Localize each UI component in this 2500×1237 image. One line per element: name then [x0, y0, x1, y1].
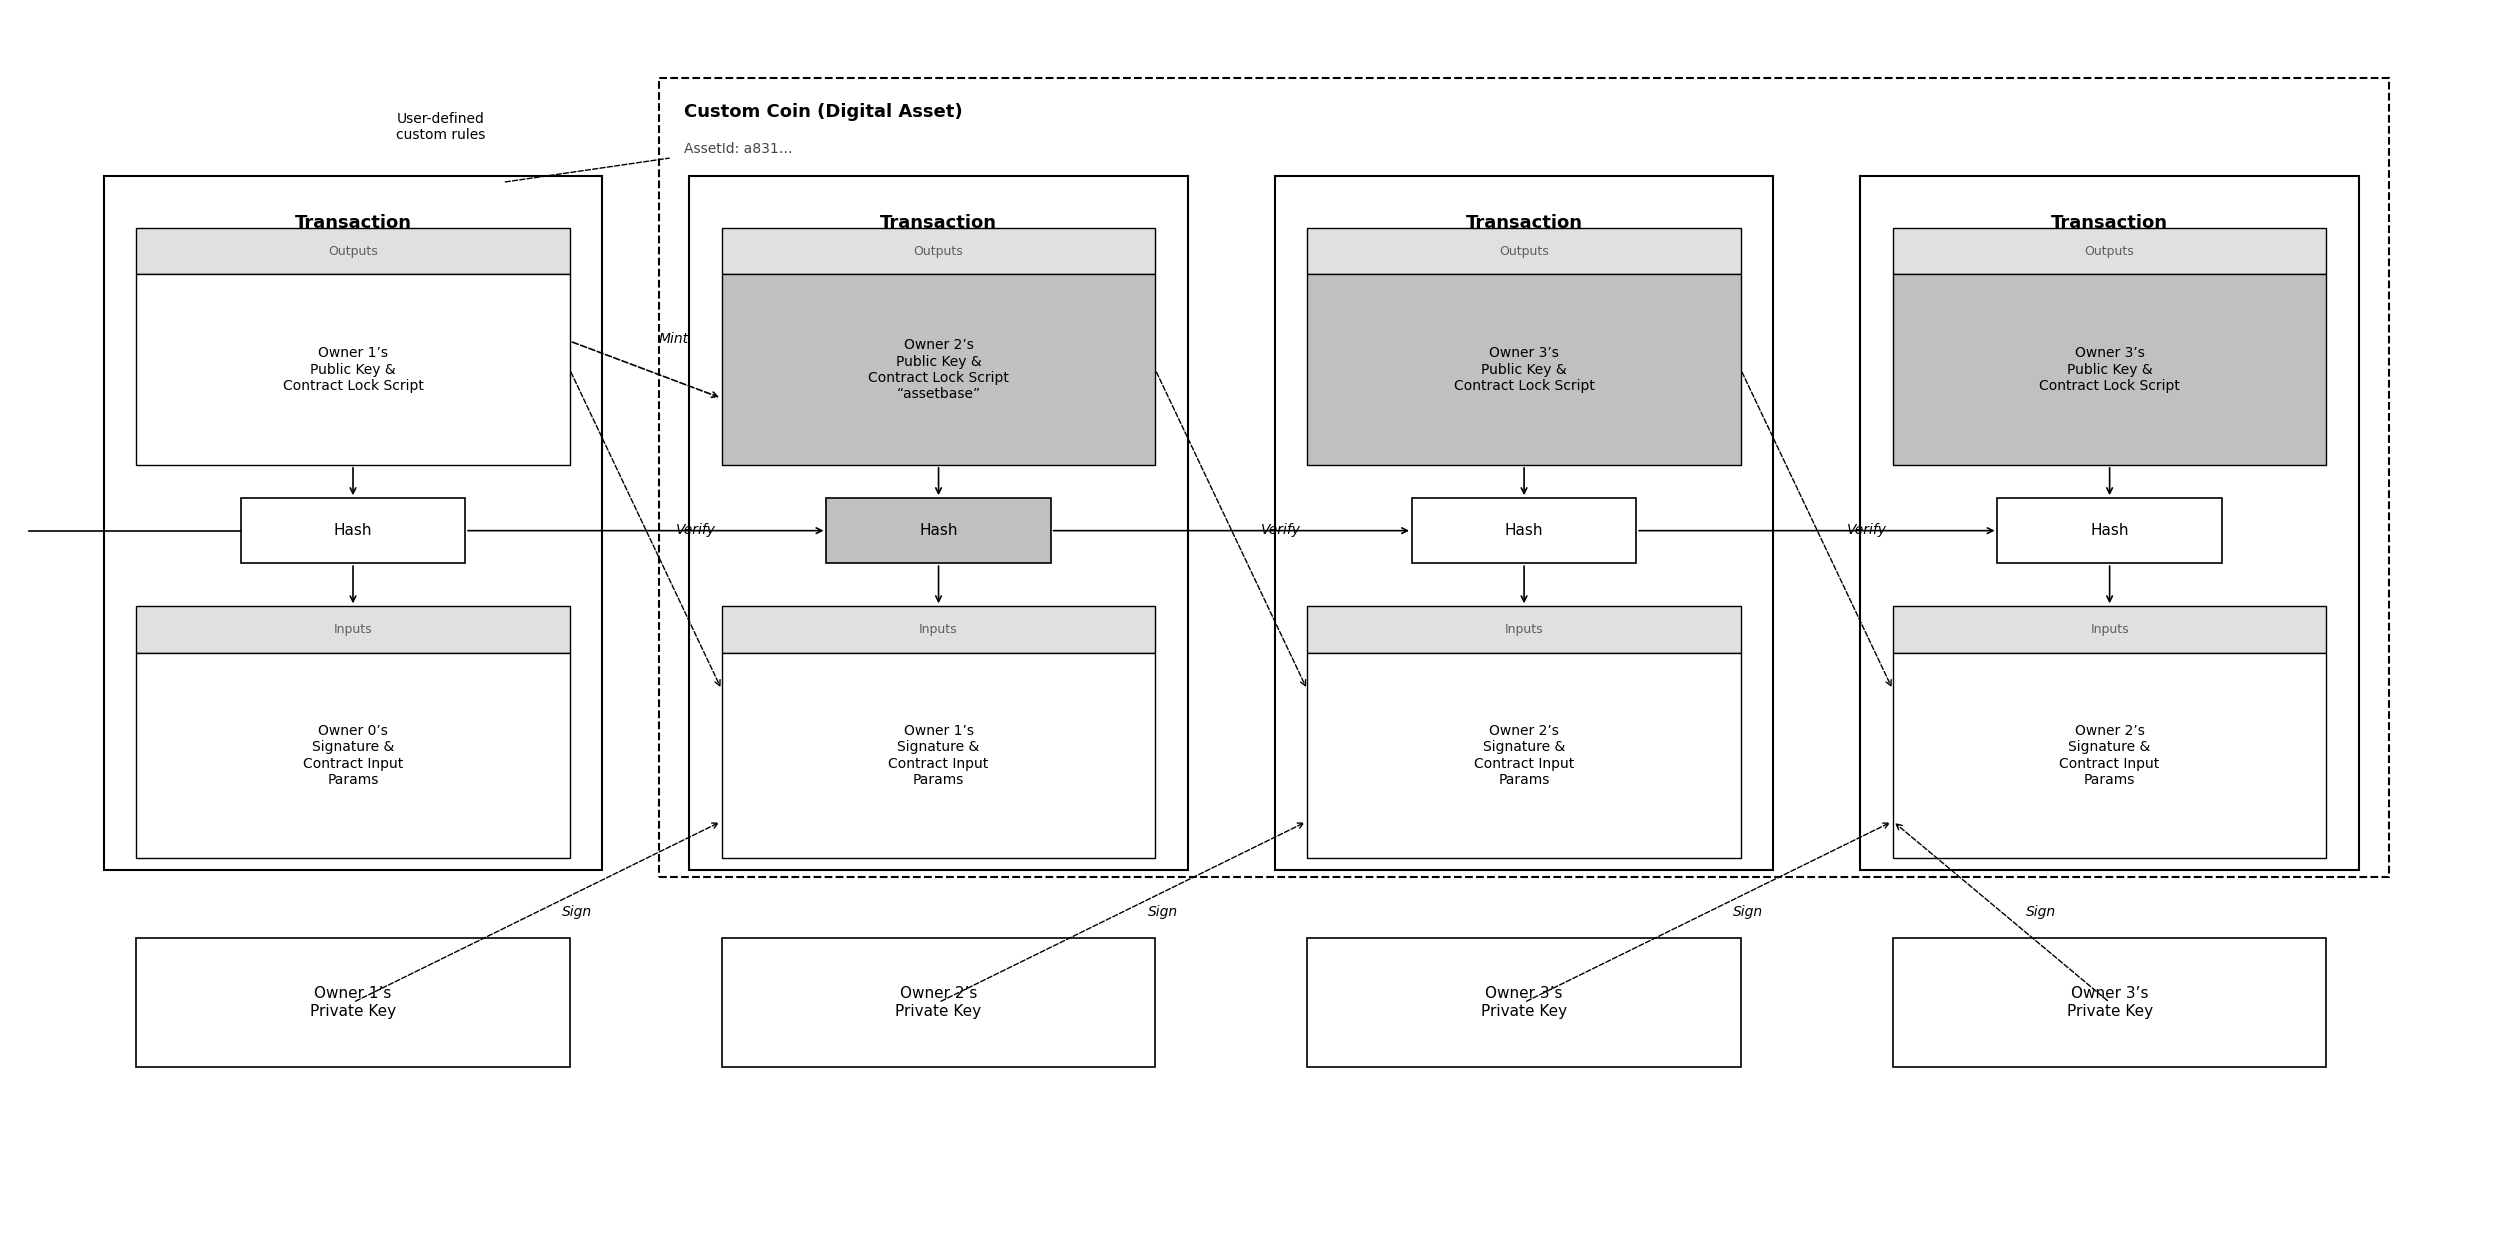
Text: Inputs: Inputs	[1505, 623, 1542, 636]
FancyBboxPatch shape	[722, 938, 1155, 1068]
Text: Sign: Sign	[1148, 904, 1178, 919]
Text: Owner 3’s
Public Key &
Contract Lock Script: Owner 3’s Public Key & Contract Lock Scr…	[1452, 346, 1595, 393]
Text: Inputs: Inputs	[920, 623, 958, 636]
Text: Verify: Verify	[675, 523, 715, 537]
FancyBboxPatch shape	[105, 176, 602, 871]
Text: Custom Coin (Digital Asset): Custom Coin (Digital Asset)	[685, 103, 962, 121]
Text: Owner 1’s
Signature &
Contract Input
Params: Owner 1’s Signature & Contract Input Par…	[888, 724, 988, 787]
FancyBboxPatch shape	[1308, 275, 1740, 465]
FancyBboxPatch shape	[1308, 653, 1740, 858]
FancyBboxPatch shape	[722, 275, 1155, 465]
FancyBboxPatch shape	[722, 606, 1155, 653]
Text: Outputs: Outputs	[328, 245, 378, 257]
FancyBboxPatch shape	[135, 653, 570, 858]
FancyBboxPatch shape	[1308, 606, 1740, 653]
Text: Owner 1’s
Public Key &
Contract Lock Script: Owner 1’s Public Key & Contract Lock Scr…	[282, 346, 422, 393]
Text: AssetId: a831…: AssetId: a831…	[685, 142, 792, 156]
FancyBboxPatch shape	[1860, 176, 2360, 871]
FancyBboxPatch shape	[135, 275, 570, 465]
Text: Owner 3’s
Private Key: Owner 3’s Private Key	[1480, 986, 1568, 1018]
Text: Hash: Hash	[2090, 523, 2130, 538]
Text: Owner 1’s
Private Key: Owner 1’s Private Key	[310, 986, 395, 1018]
Text: Mint: Mint	[658, 332, 688, 346]
FancyBboxPatch shape	[828, 499, 1050, 563]
Text: Hash: Hash	[1505, 523, 1542, 538]
FancyBboxPatch shape	[1892, 653, 2328, 858]
Text: Owner 2’s
Signature &
Contract Input
Params: Owner 2’s Signature & Contract Input Par…	[1475, 724, 1575, 787]
Text: User-defined
custom rules: User-defined custom rules	[395, 111, 485, 142]
FancyBboxPatch shape	[1892, 606, 2328, 653]
Text: Transaction: Transaction	[295, 214, 412, 231]
Text: Hash: Hash	[335, 523, 372, 538]
FancyBboxPatch shape	[1412, 499, 1635, 563]
FancyBboxPatch shape	[1308, 938, 1740, 1068]
FancyBboxPatch shape	[240, 499, 465, 563]
FancyBboxPatch shape	[1892, 228, 2328, 275]
Text: Sign: Sign	[562, 904, 592, 919]
Text: Outputs: Outputs	[1500, 245, 1550, 257]
FancyBboxPatch shape	[135, 606, 570, 653]
Text: Verify: Verify	[1260, 523, 1300, 537]
Text: Owner 3’s
Private Key: Owner 3’s Private Key	[2068, 986, 2152, 1018]
Text: Outputs: Outputs	[912, 245, 962, 257]
Text: Verify: Verify	[1848, 523, 1888, 537]
FancyBboxPatch shape	[690, 176, 1188, 871]
Text: Sign: Sign	[2025, 904, 2058, 919]
Text: Owner 2’s
Signature &
Contract Input
Params: Owner 2’s Signature & Contract Input Par…	[2060, 724, 2160, 787]
Text: Inputs: Inputs	[2090, 623, 2130, 636]
Text: Sign: Sign	[1732, 904, 1762, 919]
FancyBboxPatch shape	[135, 938, 570, 1068]
Text: Outputs: Outputs	[2085, 245, 2135, 257]
Text: Inputs: Inputs	[332, 623, 372, 636]
FancyBboxPatch shape	[1998, 499, 2222, 563]
FancyBboxPatch shape	[1892, 275, 2328, 465]
Text: Transaction: Transaction	[2050, 214, 2168, 231]
Text: Transaction: Transaction	[880, 214, 998, 231]
Text: Owner 0’s
Signature &
Contract Input
Params: Owner 0’s Signature & Contract Input Par…	[302, 724, 402, 787]
FancyBboxPatch shape	[1892, 938, 2328, 1068]
FancyBboxPatch shape	[722, 228, 1155, 275]
Text: Owner 3’s
Public Key &
Contract Lock Script: Owner 3’s Public Key & Contract Lock Scr…	[2040, 346, 2180, 393]
FancyBboxPatch shape	[722, 653, 1155, 858]
FancyBboxPatch shape	[1308, 228, 1740, 275]
Text: Hash: Hash	[920, 523, 958, 538]
FancyBboxPatch shape	[1275, 176, 1772, 871]
Text: Owner 2’s
Public Key &
Contract Lock Script
“assetbase”: Owner 2’s Public Key & Contract Lock Scr…	[867, 339, 1010, 401]
FancyBboxPatch shape	[135, 228, 570, 275]
Text: Transaction: Transaction	[1465, 214, 1582, 231]
Text: Owner 2’s
Private Key: Owner 2’s Private Key	[895, 986, 983, 1018]
